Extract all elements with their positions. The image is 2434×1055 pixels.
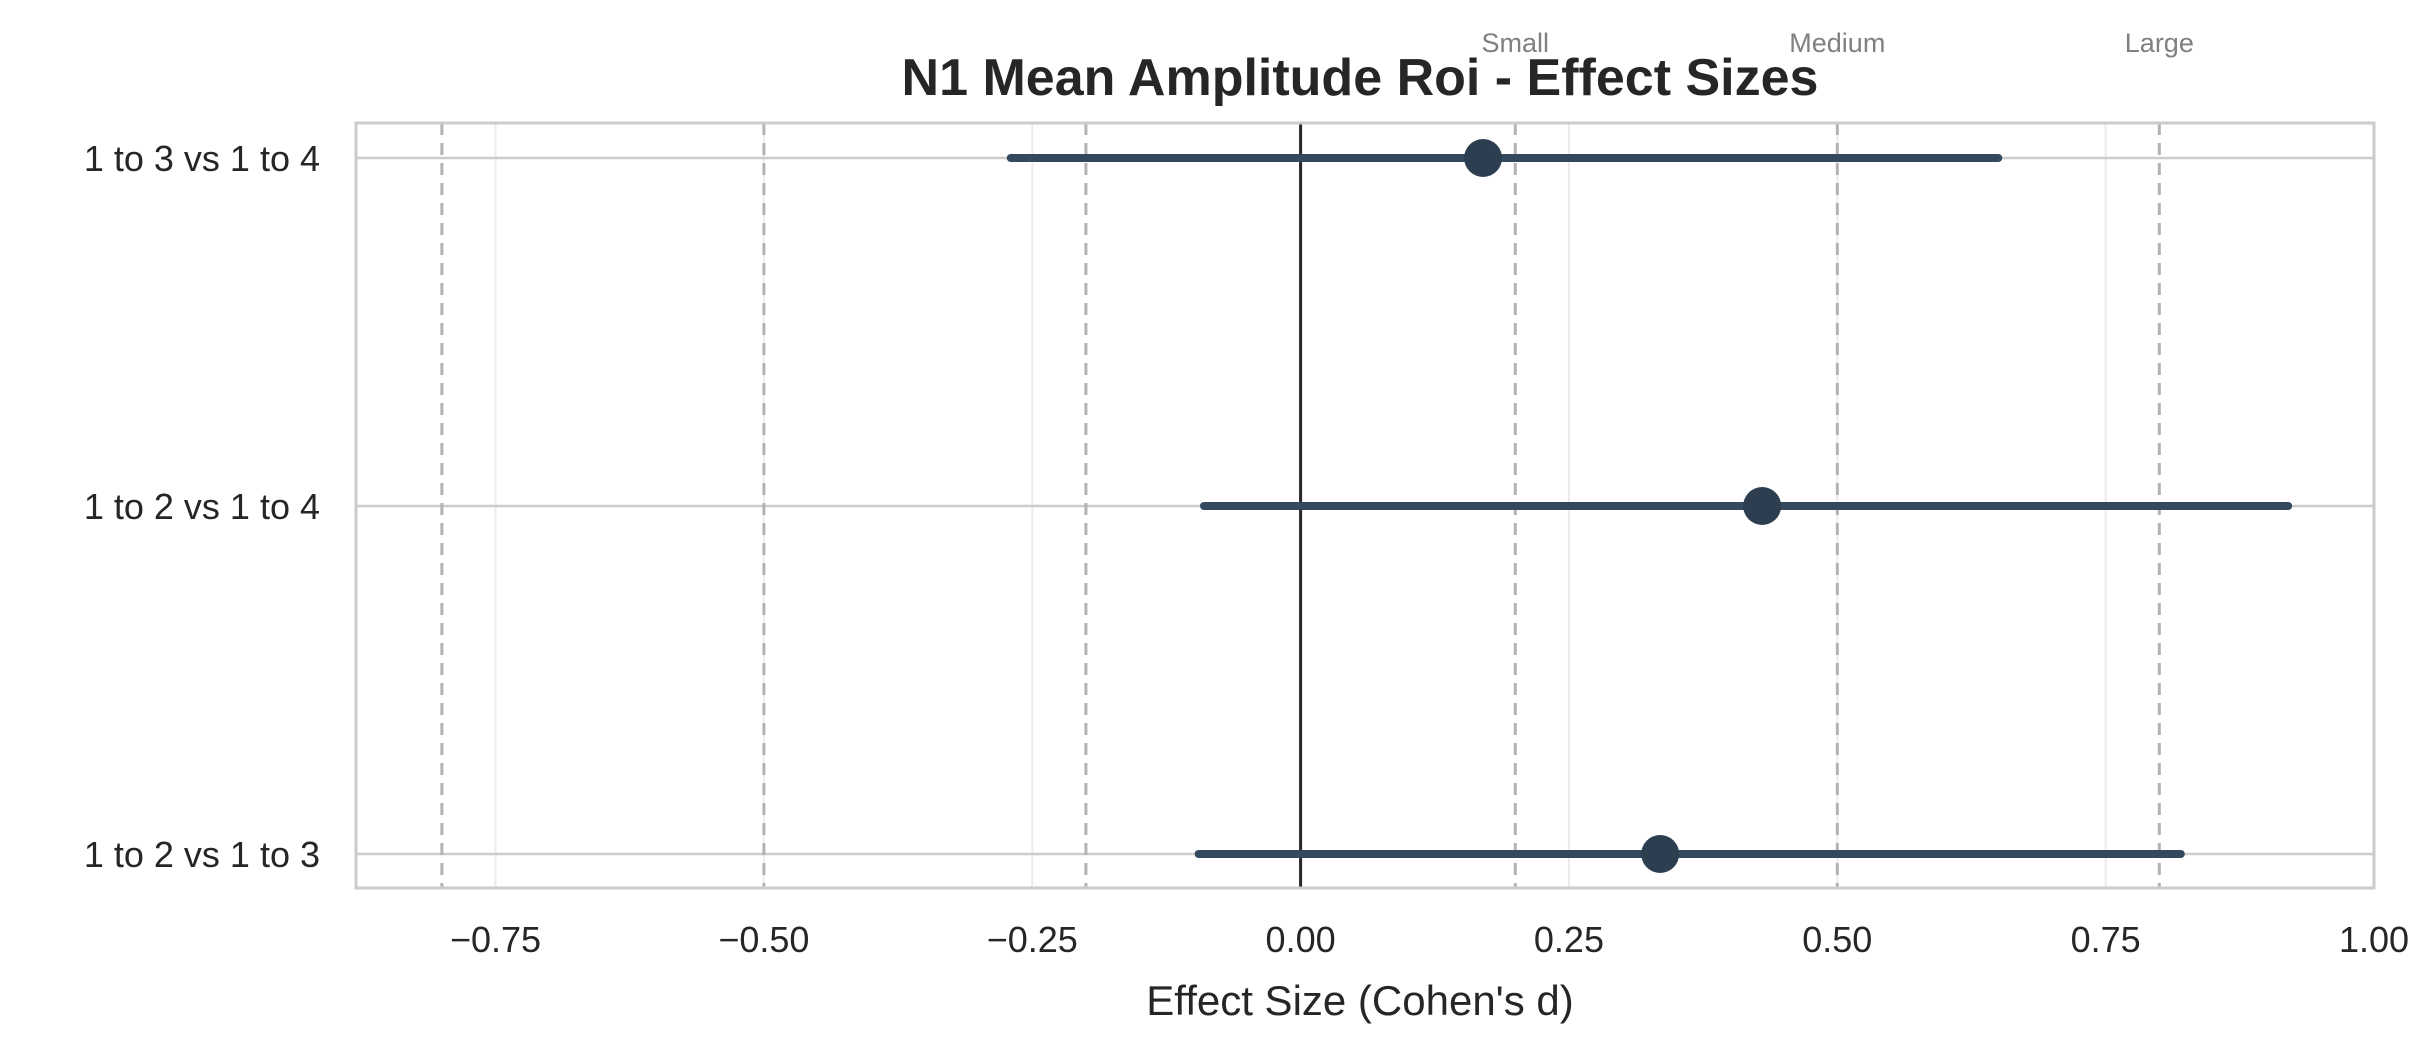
y-tick-label: 1 to 2 vs 1 to 3: [84, 834, 320, 875]
threshold-label: Small: [1482, 28, 1550, 58]
x-tick-label: −0.50: [718, 919, 809, 960]
x-tick-label: −0.25: [987, 919, 1078, 960]
effect-points: [1464, 139, 1782, 873]
x-tick-label: 0.75: [2071, 919, 2141, 960]
effect-point: [1641, 835, 1680, 873]
x-tick-label: 0.50: [1802, 919, 1872, 960]
y-tick-label: 1 to 3 vs 1 to 4: [84, 138, 320, 179]
labels: 1 to 3 vs 1 to 4 1 to 2 vs 1 to 4 1 to 2 v…: [84, 28, 2409, 960]
threshold-label: Large: [2125, 28, 2194, 58]
threshold-label: Medium: [1789, 28, 1885, 58]
x-tick-label: −0.75: [450, 919, 541, 960]
x-tick-label: 0.25: [1534, 919, 1604, 960]
plot-frame: [354, 121, 2376, 890]
x-tick-label: 0.00: [1266, 919, 1336, 960]
effect-point: [1743, 487, 1782, 525]
x-tick-label: 1.00: [2339, 919, 2409, 960]
x-axis-label: Effect Size (Cohen's d): [1146, 977, 1573, 1024]
effect-point: [1464, 139, 1503, 177]
y-tick-label: 1 to 2 vs 1 to 4: [84, 486, 320, 527]
chart-title: N1 Mean Amplitude Roi - Effect Sizes: [902, 49, 1819, 107]
